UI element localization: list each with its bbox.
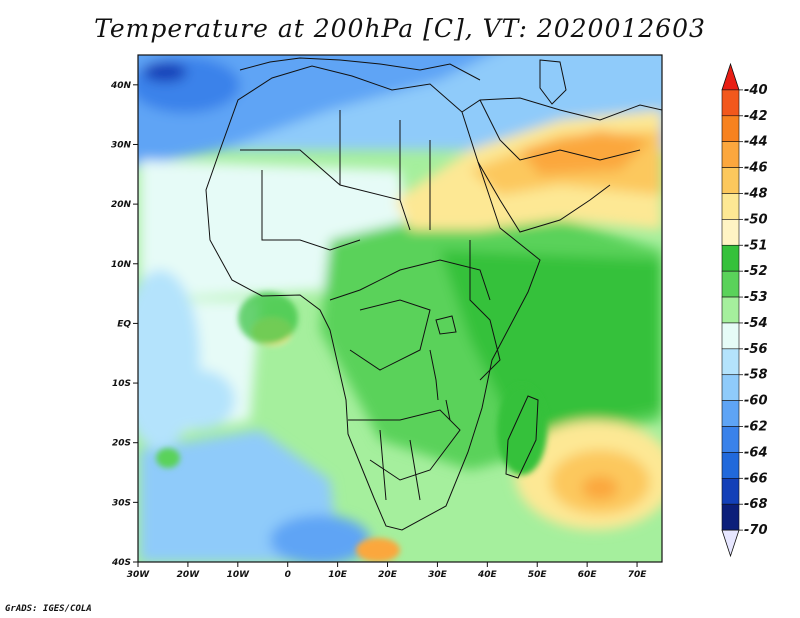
field-south-atlantic-cold [270, 515, 370, 562]
colorbar-top-arrow [721, 62, 740, 91]
colorbar-swatch [721, 400, 740, 427]
colorbar-label: -51 [744, 238, 768, 253]
colorbar-label: -56 [744, 342, 768, 357]
lon-tick-label: 10E [328, 570, 348, 580]
lon-tick-label: 50E [528, 570, 548, 580]
colorbar: -40 -42 -44 -46 -48 -50 -51 -52 -53 -54 -56 -58 -60 -… [721, 62, 768, 558]
colorbar-label: -60 [744, 394, 768, 409]
colorbar-swatch [721, 322, 740, 350]
lat-tick-label: 10S [112, 379, 131, 389]
colorbar-swatch [721, 193, 740, 220]
colorbar-label: -48 [744, 186, 768, 201]
colorbar-label: -62 [744, 420, 768, 435]
lon-tick-label: 10W [227, 570, 251, 580]
colorbar-swatch [721, 452, 740, 479]
coastlines [205, 57, 662, 531]
colorbar-label: -42 [744, 109, 768, 124]
latitude-axis: 40N 30N 20N 10N EQ 10S 20S 30S 40S [110, 81, 138, 568]
border-east [469, 240, 501, 381]
field-south-atlantic-pocket [165, 370, 235, 430]
colorbar-label: -66 [744, 471, 768, 486]
longitude-axis: 30W 20W 10W 0 10E 20E 30E 40E 50E 60E 70E [127, 562, 647, 580]
colorbar-swatch [721, 89, 740, 117]
plot-frame [137, 54, 663, 563]
rift-lakes [429, 349, 451, 421]
colorbar-swatch [721, 141, 740, 168]
colorbar-swatch [721, 244, 740, 272]
field-north-atlantic-core [138, 57, 240, 113]
field-st-helena-green [156, 448, 180, 468]
colorbar-label: -44 [744, 135, 768, 150]
madagascar-coastline [505, 395, 539, 479]
border-south-2 [379, 429, 421, 501]
colorbar-label: -40 [744, 83, 768, 98]
grads-credit: GrADS: IGES/COLA [5, 604, 92, 614]
colorbar-swatch [721, 219, 740, 246]
colorbar-label: -68 [744, 497, 768, 512]
field-indian-ocean-core [582, 476, 618, 500]
field-north-atlantic-deep [143, 62, 187, 82]
field-east-africa-green [440, 250, 662, 440]
colorbar-label: -54 [744, 316, 768, 331]
map-title: Temperature at 200hPa [C], VT: 202001260… [94, 14, 706, 43]
colorbar-swatch [721, 348, 740, 376]
lat-tick-label: 30S [112, 498, 131, 508]
lon-tick-label: 0 [285, 570, 291, 580]
lon-tick-label: 70E [628, 570, 648, 580]
colorbar-swatch [721, 167, 740, 194]
colorbar-label: -58 [744, 368, 768, 383]
lon-tick-label: 60E [578, 570, 598, 580]
lon-tick-label: 20E [378, 570, 398, 580]
field-madagascar-green [497, 385, 547, 475]
colorbar-swatch [721, 270, 740, 298]
colorbar-swatch [721, 478, 740, 505]
temperature-field [138, 55, 662, 562]
border-south [348, 409, 461, 481]
field-gulf-guinea-green [238, 292, 298, 344]
colorbar-swatch [721, 503, 740, 531]
colorbar-label: -46 [744, 161, 768, 176]
colorbar-swatch [721, 374, 740, 401]
africa-coastline [205, 65, 541, 531]
caspian-outline [539, 59, 567, 105]
lat-tick-label: 40S [111, 558, 131, 568]
lon-tick-label: 20W [177, 570, 201, 580]
colorbar-label: -70 [744, 523, 768, 538]
colorbar-label: -50 [744, 212, 768, 227]
border-sahara-3 [339, 110, 431, 230]
colorbar-label: -64 [744, 445, 768, 460]
lat-tick-label: 30N [111, 140, 132, 150]
colorbar-swatch [721, 296, 740, 324]
field-cape-warm [356, 538, 400, 562]
border-central-2 [349, 299, 431, 371]
colorbar-swatch [721, 115, 740, 142]
border-sahara-2 [261, 170, 361, 251]
lon-tick-label: 40E [477, 570, 498, 580]
lat-tick-label: 20N [111, 200, 132, 210]
colorbar-swatch [721, 426, 740, 453]
border-middle-east [479, 99, 641, 161]
colorbar-label: -52 [744, 264, 768, 279]
lat-tick-label: 10N [111, 260, 132, 270]
lat-tick-label: 40N [110, 81, 132, 91]
lat-tick-label: 20S [112, 439, 131, 449]
colorbar-bottom-arrow [721, 529, 740, 558]
field-arabia-warm-core [520, 130, 650, 175]
border-central [329, 259, 491, 301]
lon-tick-label: 30W [127, 570, 151, 580]
lon-tick-label: 30E [428, 570, 448, 580]
lake-victoria [435, 315, 457, 335]
colorbar-label: -53 [744, 290, 768, 305]
mediterranean-north-coast [239, 57, 481, 81]
lat-tick-label: EQ [117, 319, 131, 329]
